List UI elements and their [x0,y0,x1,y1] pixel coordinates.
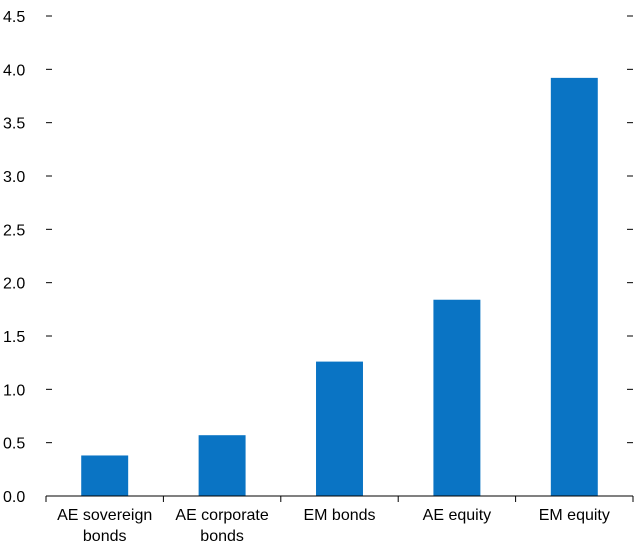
x-tick-label-line: AE corporate [175,507,268,524]
y-tick-label: 3.0 [3,169,25,186]
x-tick-label-line: AE sovereign [57,507,152,524]
bar [433,299,481,496]
x-tick-label: EM equity [539,507,610,524]
bar [81,455,129,496]
x-tick-label: AE sovereign bonds [57,507,152,545]
y-tick-label: 0.0 [3,489,25,506]
y-axis-right-ticks [627,15,633,497]
x-tick-label: EM bonds [303,507,375,524]
y-tick-label: 1.0 [3,382,25,399]
y-tick-label: 1.5 [3,329,25,346]
bar [550,77,598,496]
y-axis-left: 0.0 0.5 1.0 1.5 2.0 2.5 3.0 3.5 4.0 4.5 [3,9,52,506]
x-axis: AE sovereign bonds AE corporate bonds EM bon… [45,495,634,545]
x-tick-label-line: EM bonds [303,507,375,524]
y-tick-label: 4.0 [3,62,25,79]
bar [198,435,246,496]
y-tick-label: 3.5 [3,116,25,133]
bar-series [81,77,598,496]
x-tick-label-line: bonds [200,528,244,545]
x-tick-label: AE corporate bonds [175,507,268,545]
y-tick-label: 2.5 [3,222,25,239]
y-tick-label: 4.5 [3,9,25,26]
y-tick-label: 2.0 [3,276,25,293]
x-tick-label-line: bonds [83,528,127,545]
x-tick-label-line: EM equity [539,507,610,524]
y-tick-label: 0.5 [3,436,25,453]
x-tick-label-line: AE equity [423,507,491,524]
bar [316,361,363,496]
x-tick-label: AE equity [423,507,491,524]
